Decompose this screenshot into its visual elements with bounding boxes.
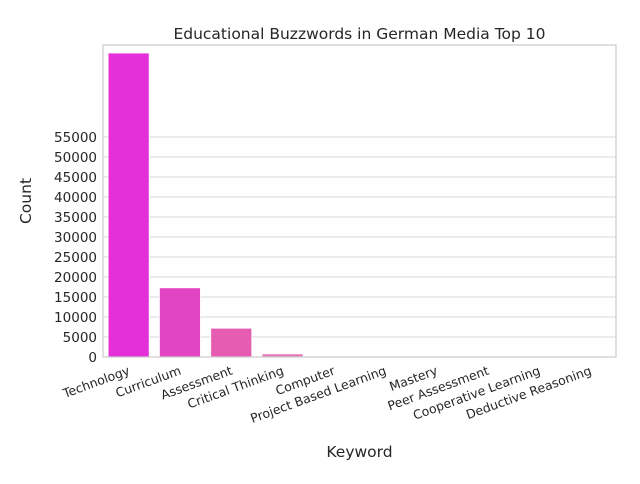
y-tick-label: 35000 xyxy=(54,210,97,226)
x-axis-title: Keyword xyxy=(326,443,392,461)
chart-title: Educational Buzzwords in German Media To… xyxy=(173,25,545,43)
y-tick-label: 0 xyxy=(88,350,97,366)
y-tick-label: 30000 xyxy=(54,230,97,246)
bar-curriculum xyxy=(159,288,200,357)
y-tick-label: 55000 xyxy=(54,130,97,146)
y-tick-label: 50000 xyxy=(54,150,97,166)
y-axis-title: Count xyxy=(17,178,35,224)
y-tick-label: 10000 xyxy=(54,310,97,326)
y-tick-label: 45000 xyxy=(54,170,97,186)
y-tick-label: 40000 xyxy=(54,190,97,206)
y-tick-label: 5000 xyxy=(63,330,97,346)
bar-assessment xyxy=(211,328,252,357)
y-tick-label: 25000 xyxy=(54,250,97,266)
bar-technology xyxy=(108,53,149,357)
y-tick-label: 20000 xyxy=(54,270,97,286)
y-tick-label: 15000 xyxy=(54,290,97,306)
